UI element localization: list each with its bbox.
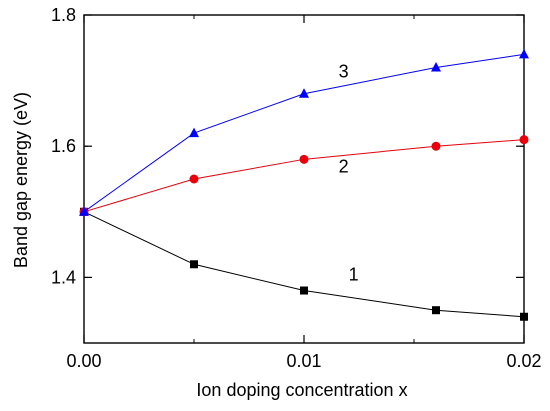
x-tick-label: 0.02 [506, 351, 541, 371]
y-axis-title: Band gap energy (eV) [11, 92, 31, 268]
plot-area: 0.00 0.01 0.02 1.4 1.6 1.8 1 2 3 [51, 5, 542, 371]
series-3-label: 3 [339, 61, 349, 81]
series-3-point [299, 88, 309, 98]
x-tick-label: 0.01 [286, 351, 321, 371]
series-1-point [300, 286, 308, 295]
series-2-point [519, 135, 529, 145]
series-3-point [189, 127, 199, 138]
y-tick-label: 1.6 [51, 136, 76, 156]
series-3-point [431, 61, 441, 72]
x-tick-label: 0.00 [66, 351, 101, 371]
series-1-point [190, 260, 198, 269]
series-2-label: 2 [339, 156, 349, 176]
series-3-point [519, 48, 529, 59]
series-1-point [520, 312, 528, 321]
series-2-point [189, 174, 199, 184]
series-1-label: 1 [349, 265, 359, 285]
y-tick-label: 1.4 [51, 267, 76, 287]
series-1-point [432, 306, 440, 315]
y-tick-label: 1.8 [51, 5, 76, 25]
series-2-point [431, 141, 441, 151]
series-3-line [83, 53, 525, 213]
series-3-point [79, 206, 89, 216]
series-1-line [83, 211, 525, 318]
series-2-line [83, 139, 525, 213]
x-axis-title: Ion doping concentration x [196, 380, 407, 400]
series-2-point [299, 154, 309, 164]
